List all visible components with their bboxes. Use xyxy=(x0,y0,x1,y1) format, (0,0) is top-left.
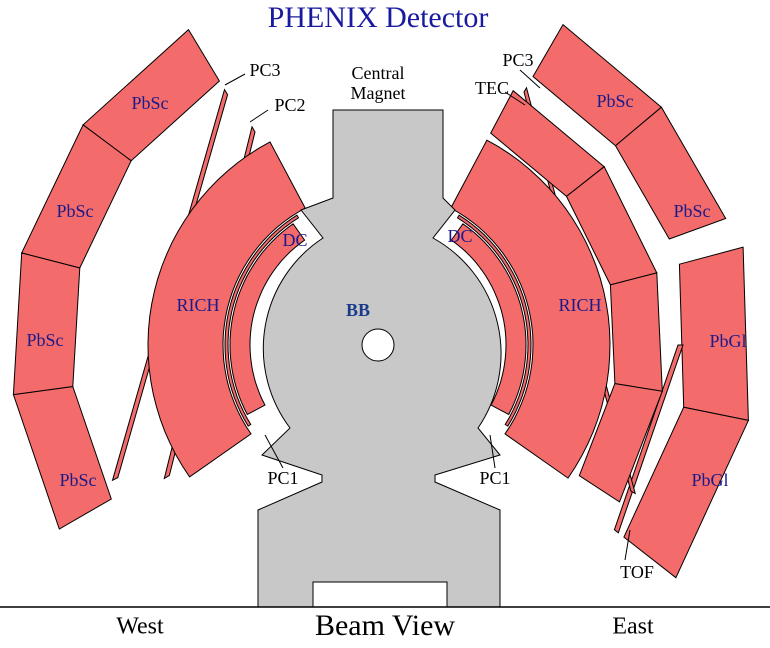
magnet-label: Central xyxy=(352,63,405,83)
leader-line xyxy=(519,69,541,89)
pbsc-label: PbSc xyxy=(596,91,633,111)
pbsc-label: PbSc xyxy=(26,330,63,350)
beam-pipe xyxy=(361,328,395,362)
west-pbsc xyxy=(12,252,81,396)
west-dc xyxy=(229,223,306,416)
leader-line xyxy=(264,434,284,469)
pbsc-label: PbSc xyxy=(131,93,168,113)
beam-view-label: Beam View xyxy=(315,609,455,642)
dc-label: DC xyxy=(282,230,307,250)
pbsc-label: PbSc xyxy=(56,201,93,221)
west-pbsc xyxy=(82,28,221,162)
tec-label: TEC xyxy=(475,78,509,98)
east-dc xyxy=(450,223,527,416)
tof-label: TOF xyxy=(620,562,654,582)
leader-line xyxy=(489,434,496,469)
leader-line xyxy=(624,529,631,561)
east-tec xyxy=(609,272,663,392)
pc2-label: PC2 xyxy=(274,95,305,115)
leader-line xyxy=(249,109,269,123)
leader-line xyxy=(224,73,246,86)
title: PHENIX Detector xyxy=(268,1,489,34)
pbsc-label: PbSc xyxy=(59,470,96,490)
bb-label: BB xyxy=(346,300,370,320)
detector-shapes xyxy=(0,23,770,608)
pc1-label: PC1 xyxy=(479,468,510,488)
rich-label: RICH xyxy=(558,295,601,315)
pbsc-label: PbSc xyxy=(673,201,710,221)
west-pbsc xyxy=(12,385,112,530)
magnet-label: Magnet xyxy=(351,83,406,103)
east-pbsc xyxy=(614,106,727,240)
leader-line xyxy=(504,91,526,106)
east-pbgl xyxy=(623,406,750,579)
pc3-label: PC3 xyxy=(249,60,280,80)
pbgl-label: PbGl xyxy=(709,331,746,351)
east-pc1 xyxy=(456,214,532,427)
west-rich xyxy=(147,141,306,478)
west-pc1 xyxy=(224,214,300,427)
rich-label: RICH xyxy=(176,295,219,315)
pbgl-label: PbGl xyxy=(691,470,728,490)
pc1-label: PC1 xyxy=(267,468,298,488)
dc-label: DC xyxy=(447,226,472,246)
east-tec xyxy=(578,383,663,503)
pc3-label: PC3 xyxy=(502,50,533,70)
west-label: West xyxy=(116,614,164,640)
east-label: East xyxy=(612,614,654,640)
